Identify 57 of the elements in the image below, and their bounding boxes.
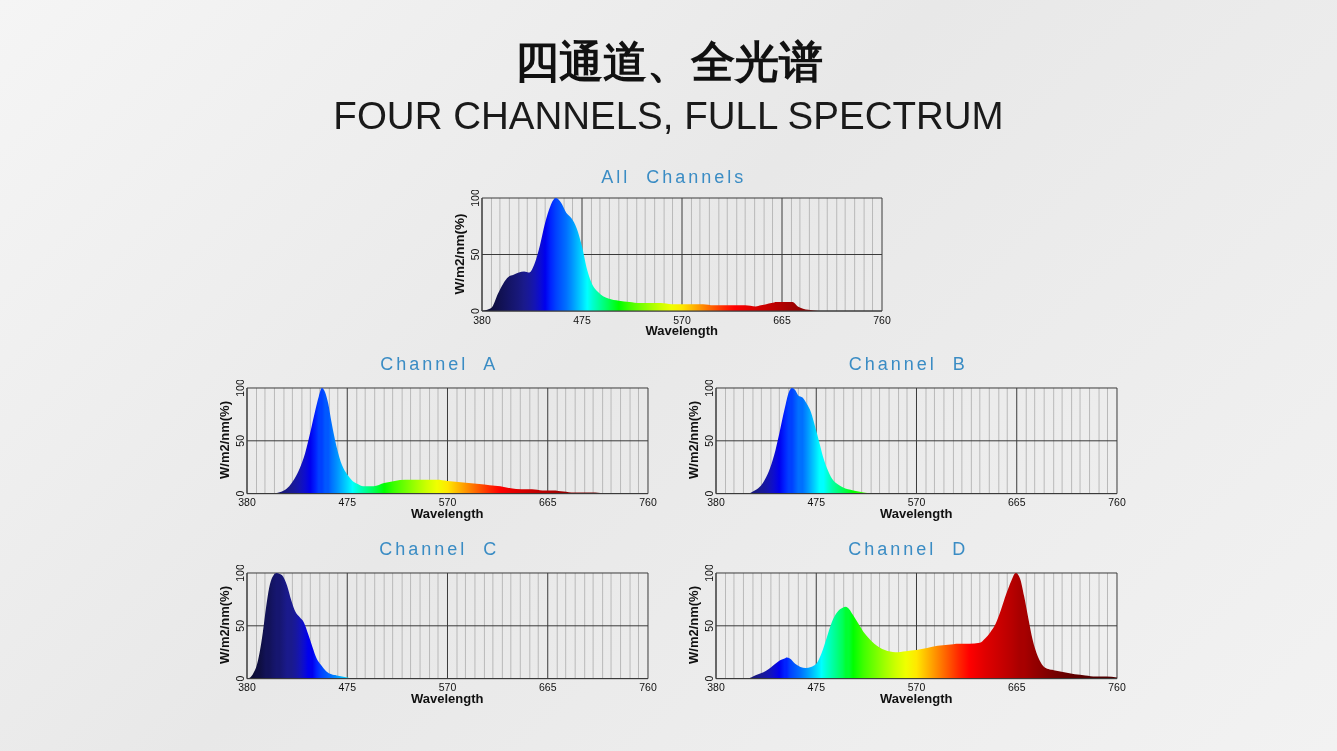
- x-tick-label: 665: [538, 496, 557, 508]
- x-tick-label: 570: [438, 681, 457, 693]
- x-tick-label: 760: [1107, 496, 1126, 508]
- x-axis-title: Wavelength: [879, 690, 953, 706]
- chart-title: Channel C: [378, 537, 501, 560]
- x-tick-label: 665: [772, 313, 791, 326]
- y-axis-title: W/m2/nm(%): [685, 400, 702, 482]
- y-tick-label: 50: [703, 619, 715, 632]
- y-axis-title: W/m2/nm(%): [451, 212, 468, 297]
- y-tick-label: 100: [703, 563, 715, 582]
- x-tick-label: 760: [638, 496, 657, 508]
- y-tick-label: 50: [703, 434, 715, 447]
- chart-title: All Channels: [600, 165, 748, 188]
- x-tick-label: 570: [907, 681, 926, 693]
- x-tick-label: 475: [338, 496, 356, 508]
- y-tick-label: 0: [468, 307, 481, 314]
- x-tick-label: 665: [1007, 496, 1026, 508]
- x-axis-title: Wavelength: [410, 690, 484, 706]
- chart-title: Channel A: [379, 352, 500, 375]
- x-tick-label: 475: [572, 313, 591, 326]
- text: 四通道、全光谱: [513, 36, 824, 88]
- y-tick-label: 0: [703, 675, 715, 682]
- y-tick-label: 100: [468, 188, 481, 207]
- x-tick-label: 760: [638, 681, 657, 693]
- x-tick-label: 380: [706, 496, 725, 508]
- x-tick-label: 760: [872, 313, 891, 326]
- y-tick-label: 0: [234, 675, 246, 682]
- y-tick-label: 0: [703, 490, 715, 497]
- x-tick-label: 570: [438, 496, 457, 508]
- x-tick-label: 665: [1007, 681, 1026, 693]
- x-axis-title: Wavelength: [645, 323, 718, 339]
- y-tick-label: 50: [234, 434, 246, 447]
- x-tick-label: 665: [538, 681, 557, 693]
- x-tick-label: 380: [237, 681, 256, 693]
- chart-title: Channel B: [847, 352, 969, 375]
- chart-title: Channel D: [847, 537, 970, 560]
- y-axis-title: W/m2/nm(%): [216, 400, 233, 482]
- y-tick-label: 0: [234, 490, 246, 497]
- x-tick-label: 570: [907, 496, 926, 508]
- x-tick-label: 475: [807, 681, 825, 693]
- x-tick-label: 380: [472, 313, 491, 326]
- x-tick-label: 475: [338, 681, 356, 693]
- y-axis-title: W/m2/nm(%): [216, 585, 233, 667]
- y-tick-label: 100: [703, 378, 715, 397]
- x-tick-label: 570: [672, 313, 691, 326]
- y-tick-label: 100: [234, 378, 246, 397]
- x-tick-label: 475: [807, 496, 825, 508]
- y-tick-label: 50: [468, 248, 481, 261]
- x-tick-label: 380: [706, 681, 725, 693]
- y-axis-title: W/m2/nm(%): [685, 585, 702, 667]
- x-axis-title: Wavelength: [410, 505, 484, 521]
- x-axis-title: Wavelength: [879, 505, 953, 521]
- y-tick-label: 50: [234, 619, 246, 632]
- text: FOUR CHANNELS, FULL SPECTRUM: [332, 93, 1005, 139]
- x-tick-label: 760: [1107, 681, 1126, 693]
- y-tick-label: 100: [234, 563, 246, 582]
- x-tick-label: 380: [237, 496, 256, 508]
